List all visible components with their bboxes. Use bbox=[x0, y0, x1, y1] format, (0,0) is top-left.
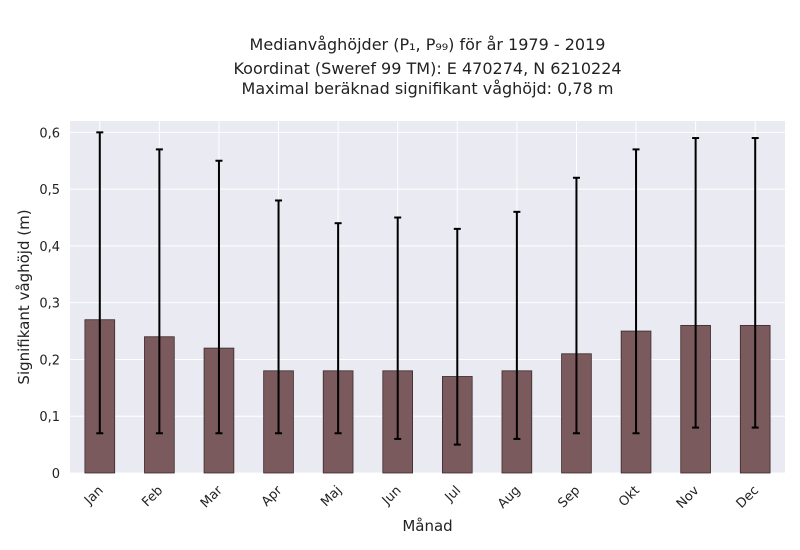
y-tick-label: 0,2 bbox=[39, 353, 60, 368]
y-axis-label: Signifikant våghöjd (m) bbox=[15, 209, 33, 384]
y-tick-label: 0 bbox=[52, 467, 60, 482]
error-bar-apr bbox=[275, 199, 283, 435]
x-tick-label-jan: Jan bbox=[81, 483, 106, 508]
error-bar-maj bbox=[334, 222, 342, 435]
x-tick-label-mar: Mar bbox=[198, 483, 226, 511]
chart-title-line-1: Medianvåghöjder (P₁, P₉₉) för år 1979 - … bbox=[249, 35, 606, 54]
error-bar-dec bbox=[751, 137, 759, 429]
x-tick-label-jul: Jul bbox=[442, 483, 464, 505]
error-bar-nov bbox=[692, 137, 700, 429]
x-axis-label: Månad bbox=[402, 517, 452, 535]
y-tick-label: 0,5 bbox=[39, 183, 60, 198]
x-tick-label-aug: Aug bbox=[495, 483, 524, 512]
chart-title-line-2: Koordinat (Sweref 99 TM): E 470274, N 62… bbox=[233, 59, 622, 78]
x-tick-label-apr: Apr bbox=[259, 483, 286, 510]
x-tick-label-jun: Jun bbox=[379, 483, 405, 509]
y-tick-label: 0,6 bbox=[39, 126, 60, 141]
y-tick-label: 0,4 bbox=[39, 240, 60, 255]
y-tick-label: 0,3 bbox=[39, 297, 60, 312]
x-tick-label-feb: Feb bbox=[139, 483, 166, 510]
error-bars bbox=[96, 131, 759, 446]
error-bar-jun bbox=[394, 216, 402, 440]
error-bar-mar bbox=[215, 159, 223, 435]
plot-background bbox=[70, 121, 785, 473]
error-bar-jan bbox=[96, 131, 104, 435]
y-tick-label: 0,1 bbox=[39, 410, 60, 425]
x-tick-label-okt: Okt bbox=[616, 483, 643, 510]
chart-title-line-3: Maximal beräknad signifikant våghöjd: 0,… bbox=[241, 79, 614, 98]
x-tick-label-dec: Dec bbox=[734, 483, 762, 511]
error-bar-sep bbox=[572, 176, 580, 435]
y-axis-ticks: 0 0,1 0,2 0,3 0,4 0,5 0,6 bbox=[39, 126, 60, 482]
x-tick-label-maj: Maj bbox=[318, 483, 345, 510]
x-tick-label-sep: Sep bbox=[555, 483, 583, 511]
error-bar-aug bbox=[513, 210, 521, 440]
error-bar-jul bbox=[453, 227, 461, 446]
x-tick-label-nov: Nov bbox=[674, 483, 703, 512]
error-bar-feb bbox=[155, 148, 163, 435]
error-bar-okt bbox=[632, 148, 640, 435]
x-axis-ticks: Jan Feb Mar Apr Maj Jun Jul Aug Sep Okt Nov Dec bbox=[81, 483, 762, 512]
